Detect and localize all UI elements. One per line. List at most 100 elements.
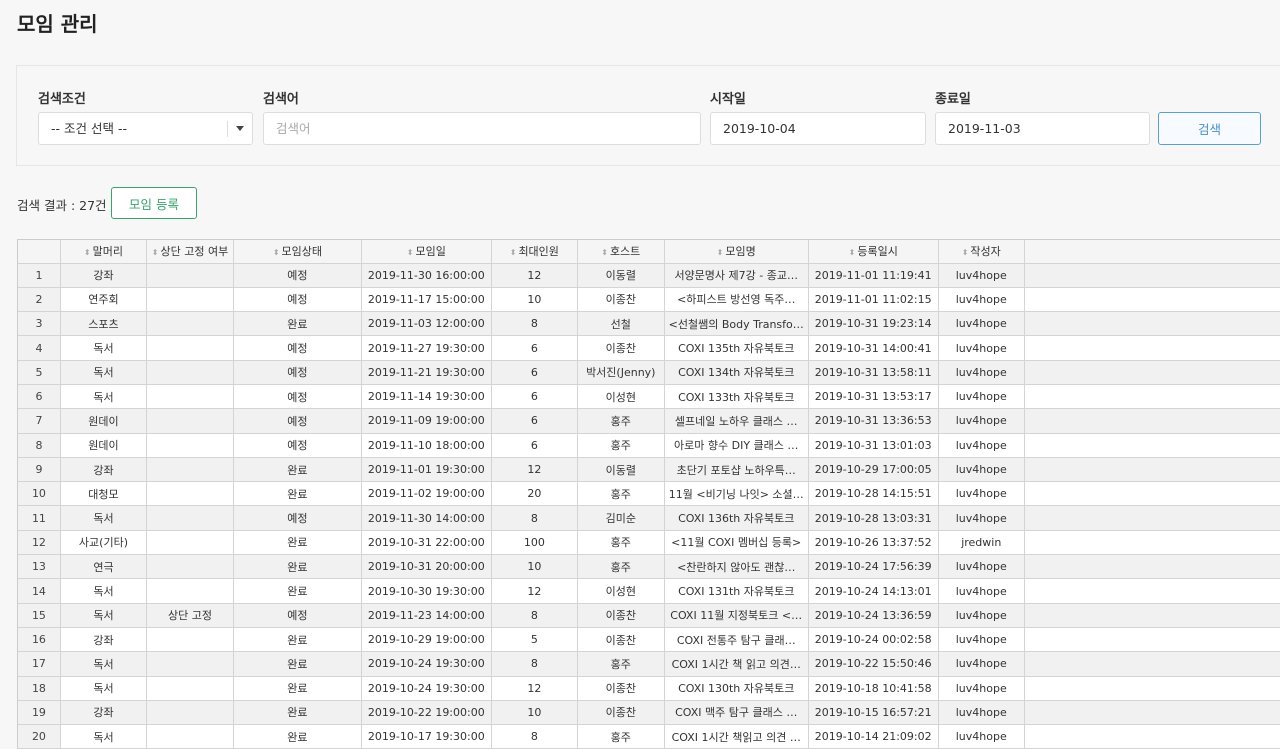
- table-cell: 완료: [233, 627, 362, 653]
- table-row[interactable]: 6 독서 예정 2019-11-14 19:30:00 6 이성현 COXI 133th 자…: [18, 384, 1280, 410]
- table-row[interactable]: 16 강좌 완료 2019-10-29 19:00:00 5 이종찬 COXI 전통주 탐구…: [18, 627, 1280, 653]
- sort-arrows-icon: ⬍: [509, 248, 517, 258]
- column-header-label: 모임명: [725, 245, 756, 259]
- table-row[interactable]: 7 원데이 예정 2019-11-09 19:00:00 6 홍주 셀프네일 노하우 클래스…: [18, 408, 1280, 434]
- column-header-label: 작성자: [970, 245, 1001, 259]
- table-cell: 6: [491, 384, 578, 410]
- table-row[interactable]: 5 독서 예정 2019-11-21 19:30:00 6 박서진(Jenny) COXI …: [18, 360, 1280, 385]
- table-cell: luv4hope: [938, 651, 1025, 677]
- table-cell: <선철쌤의 Body Transfo…: [664, 311, 809, 337]
- row-number-header: [18, 240, 61, 264]
- start-date-input[interactable]: [710, 112, 926, 145]
- keyword-input[interactable]: [263, 112, 701, 145]
- table-cell: luv4hope: [938, 578, 1025, 604]
- table-cell: COXI 136th 자유북토크: [664, 505, 809, 531]
- table-cell: 예정: [233, 263, 362, 288]
- row-number: 19: [18, 700, 61, 726]
- table-cell: 2019-10-31 20:00:00: [361, 554, 492, 580]
- start-date-label: 시작일: [710, 92, 746, 107]
- table-cell: luv4hope: [938, 505, 1025, 531]
- table-row[interactable]: 9 강좌 완료 2019-11-01 19:30:00 12 이동렬 초단기 포토샵 노하우…: [18, 457, 1280, 483]
- table-cell: 스포츠: [60, 311, 148, 337]
- search-button[interactable]: 검색: [1158, 112, 1261, 145]
- table-cell: 20: [491, 481, 578, 507]
- table-cell: 아로마 향수 DIY 클래스 …: [664, 433, 809, 458]
- row-number: 20: [18, 724, 61, 749]
- table-cell: 이종찬: [577, 627, 665, 653]
- column-header[interactable]: ⬍ 말머리: [60, 240, 148, 264]
- table-row[interactable]: 2 연주회 예정 2019-11-17 15:00:00 10 이종찬 <하피스트 방선영 …: [18, 287, 1280, 313]
- table-row[interactable]: 3 스포츠 완료 2019-11-03 12:00:00 8 선철 <선철쌤의 Body T…: [18, 311, 1280, 337]
- table-cell: COXI 130th 자유북토크: [664, 676, 809, 701]
- filler-cell: [1024, 311, 1280, 337]
- table-cell: 12: [491, 263, 578, 288]
- table-cell: 완료: [233, 724, 362, 749]
- table-cell: 2019-10-30 19:30:00: [361, 578, 492, 604]
- row-number: 6: [18, 384, 61, 410]
- sort-arrows-icon: ⬍: [151, 248, 159, 258]
- table-cell: 원데이: [60, 433, 148, 458]
- table-row[interactable]: 19 강좌 완료 2019-10-22 19:00:00 10 이종찬 COXI 맥주 탐구…: [18, 700, 1280, 726]
- search-panel: 검색조건 -- 조건 선택 -- 검색어 시작일 종료일 검색: [16, 65, 1280, 166]
- column-header[interactable]: ⬍ 상단 고정 여부: [146, 240, 234, 264]
- column-header[interactable]: ⬍ 모임일: [361, 240, 492, 264]
- table-cell: 선철: [577, 311, 665, 337]
- table-cell: 2019-10-24 19:30:00: [361, 651, 492, 677]
- column-header[interactable]: ⬍ 작성자: [938, 240, 1025, 264]
- column-header[interactable]: ⬍ 호스트: [577, 240, 665, 264]
- table-cell: 6: [491, 335, 578, 361]
- table-cell: 홍주: [577, 724, 665, 749]
- sort-arrows-icon: ⬍: [601, 248, 608, 258]
- meetings-table: ⬍ 말머리 ⬍ 상단 고정 여부 ⬍ 모임상태 ⬍ 모임일 ⬍ 최대인원 ⬍ 호스트 ⬍ 모임명 ⬍ 등록일시…: [17, 239, 1280, 749]
- table-row[interactable]: 1 강좌 예정 2019-11-30 16:00:00 12 이동렬 서양문명사 제7강 -…: [18, 263, 1280, 288]
- table-cell: 이종찬: [577, 287, 665, 313]
- table-cell: 예정: [233, 603, 362, 628]
- table-cell: 강좌: [60, 263, 148, 288]
- column-header[interactable]: ⬍ 등록일시: [808, 240, 939, 264]
- table-cell: 박서진(Jenny): [577, 360, 665, 385]
- table-cell: 홍주: [577, 530, 665, 556]
- table-row[interactable]: 18 독서 완료 2019-10-24 19:30:00 12 이종찬 COXI 130th…: [18, 676, 1280, 701]
- table-cell: 10: [491, 287, 578, 313]
- table-cell: luv4hope: [938, 554, 1025, 580]
- table-cell: 이성현: [577, 578, 665, 604]
- filler-cell: [1024, 384, 1280, 410]
- end-date-input[interactable]: [935, 112, 1150, 145]
- table-row[interactable]: 17 독서 완료 2019-10-24 19:30:00 8 홍주 COXI 1시간 책 읽…: [18, 651, 1280, 677]
- table-row[interactable]: 20 독서 완료 2019-10-17 19:30:00 8 홍주 COXI 1시간 책읽고…: [18, 724, 1280, 749]
- table-row[interactable]: 13 연극 완료 2019-10-31 20:00:00 10 홍주 <찬란하지 않아도 괜…: [18, 554, 1280, 580]
- table-row[interactable]: 4 독서 예정 2019-11-27 19:30:00 6 이종찬 COXI 135th 자…: [18, 335, 1280, 361]
- table-row[interactable]: 8 원데이 예정 2019-11-10 18:00:00 6 홍주 아로마 향수 DIY 클…: [18, 433, 1280, 458]
- table-row[interactable]: 15 독서 상단 고정 예정 2019-11-23 14:00:00 8 이종찬 COXI 1…: [18, 603, 1280, 628]
- table-cell: 김미순: [577, 505, 665, 531]
- table-cell: 독서: [60, 603, 148, 628]
- column-header-label: 호스트: [609, 245, 641, 259]
- table-cell: 2019-10-29 17:00:05: [808, 457, 939, 483]
- table-row[interactable]: 11 독서 예정 2019-11-30 14:00:00 8 김미순 COXI 136th …: [18, 505, 1280, 531]
- column-header-label: 최대인원: [518, 245, 559, 259]
- table-cell: 대청모: [60, 481, 148, 507]
- table-row[interactable]: 12 사교(기타) 완료 2019-10-31 22:00:00 100 홍주 <11월 C…: [18, 530, 1280, 556]
- table-cell: 독서: [60, 578, 148, 604]
- column-header-label: 등록일시: [857, 245, 898, 259]
- table-cell: 2019-10-31 19:23:14: [808, 311, 939, 337]
- table-cell: [146, 384, 234, 410]
- table-cell: 2019-10-17 19:30:00: [361, 724, 492, 749]
- table-cell: luv4hope: [938, 433, 1025, 458]
- table-cell: 사교(기타): [60, 530, 148, 556]
- column-header[interactable]: ⬍ 최대인원: [491, 240, 578, 264]
- column-header[interactable]: ⬍ 모임상태: [233, 240, 362, 264]
- table-cell: 연극: [60, 554, 148, 580]
- table-cell: 2019-11-01 11:19:41: [808, 263, 939, 288]
- condition-select[interactable]: -- 조건 선택 --: [38, 112, 253, 145]
- table-cell: luv4hope: [938, 603, 1025, 628]
- table-row[interactable]: 10 대청모 완료 2019-11-02 19:00:00 20 홍주 11월 <비기닝 나…: [18, 481, 1280, 507]
- table-cell: 완료: [233, 530, 362, 556]
- filler-cell: [1024, 335, 1280, 361]
- table-row[interactable]: 14 독서 완료 2019-10-30 19:30:00 12 이성현 COXI 131th…: [18, 578, 1280, 604]
- add-meeting-button[interactable]: 모임 등록: [111, 187, 197, 219]
- table-cell: 초단기 포토샵 노하우특…: [664, 457, 809, 483]
- table-cell: 이종찬: [577, 700, 665, 726]
- column-header[interactable]: ⬍ 모임명: [664, 240, 809, 264]
- table-cell: 2019-10-26 13:37:52: [808, 530, 939, 556]
